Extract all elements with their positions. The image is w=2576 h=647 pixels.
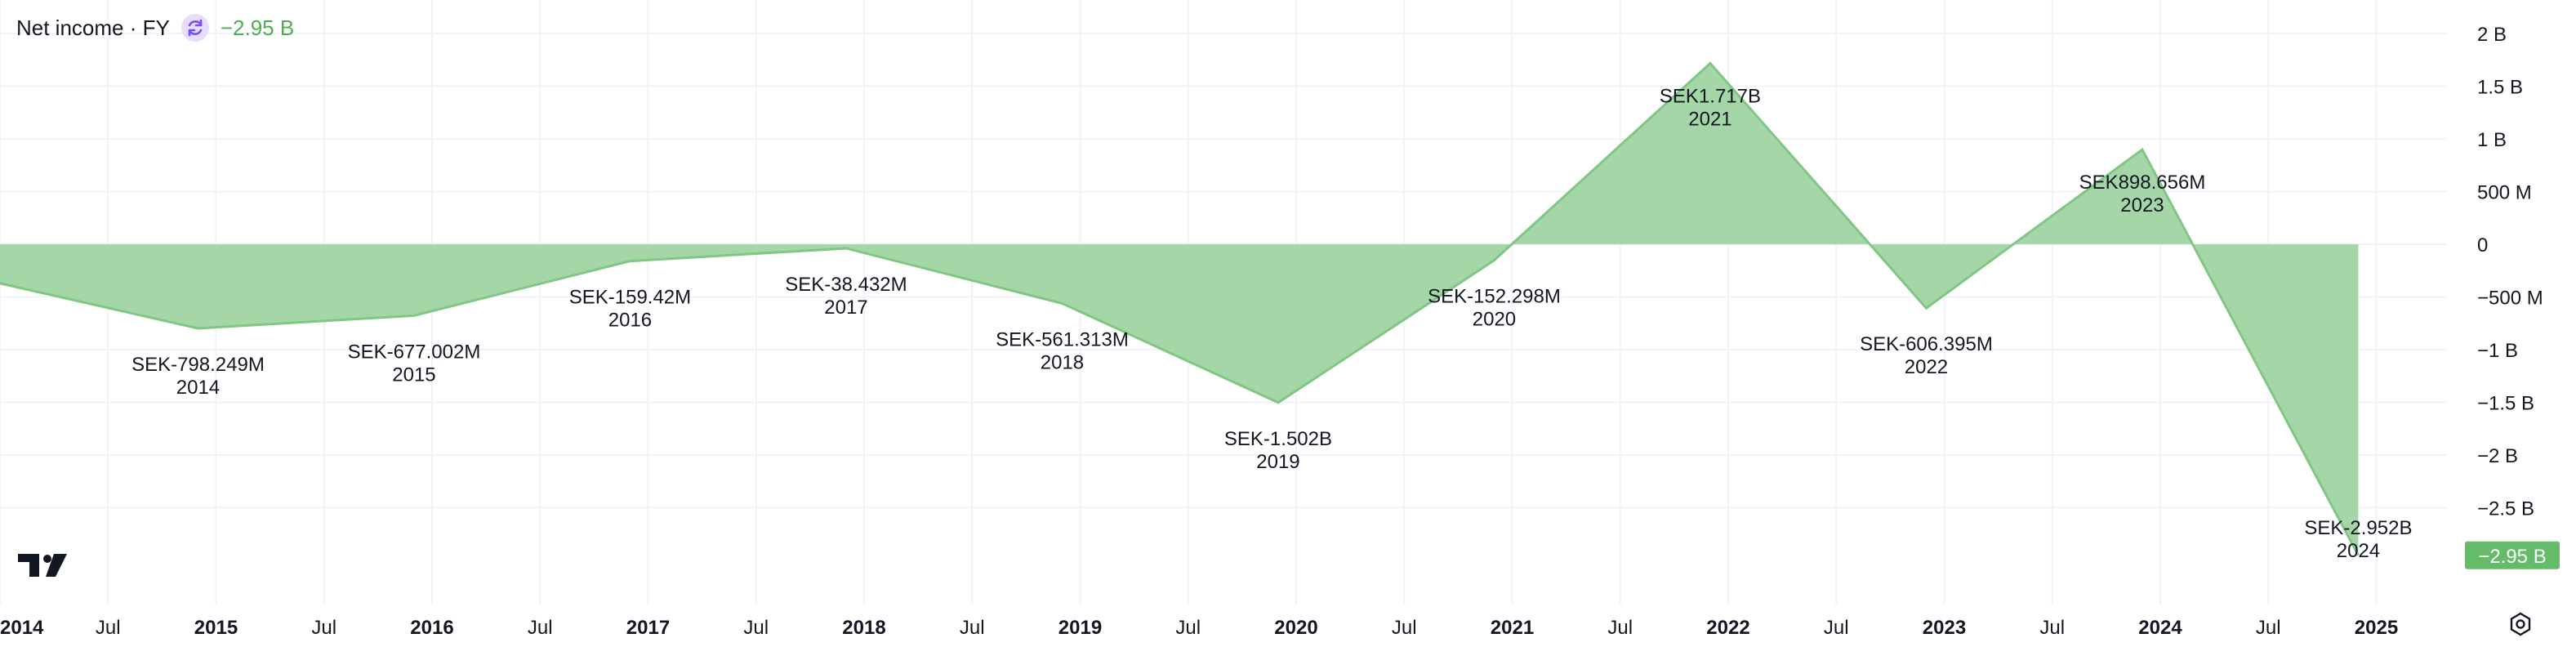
y-tick-label: −2 B bbox=[2477, 445, 2518, 467]
data-label-value: SEK-798.249M bbox=[131, 354, 265, 376]
net-income-line bbox=[0, 61, 2360, 556]
y-tick-label: −1 B bbox=[2477, 340, 2518, 362]
x-tick-month: Jul bbox=[1824, 617, 1849, 639]
net-income-area bbox=[0, 63, 2359, 556]
x-tick-month: Jul bbox=[96, 617, 121, 639]
data-label-value: SEK1.717B bbox=[1660, 86, 1761, 108]
x-tick-month: Jul bbox=[2039, 617, 2065, 639]
x-tick-year: 2022 bbox=[1706, 617, 1749, 639]
x-tick-month: Jul bbox=[1607, 617, 1633, 639]
y-tick-label: 500 M bbox=[2477, 182, 2532, 204]
x-tick-year: 2023 bbox=[1923, 617, 1966, 639]
gear-icon[interactable] bbox=[2507, 611, 2534, 641]
y-tick-label: −500 M bbox=[2477, 288, 2543, 310]
data-label-value: SEK-159.42M bbox=[569, 287, 691, 309]
data-label-value: SEK-606.395M bbox=[1860, 333, 1993, 355]
chart-legend: Net income · FY −2.95 B bbox=[16, 11, 294, 44]
data-label-year: 2023 bbox=[2120, 194, 2164, 216]
y-tick-label: 2 B bbox=[2477, 24, 2507, 46]
data-label-year: 2018 bbox=[1041, 351, 1084, 373]
data-label-value: SEK-152.298M bbox=[1428, 286, 1561, 308]
data-label-value: SEK-38.432M bbox=[785, 274, 907, 296]
data-label-year: 2014 bbox=[176, 377, 220, 399]
x-tick-year: 2014 bbox=[0, 617, 44, 639]
x-tick-month: Jul bbox=[1392, 617, 1417, 639]
x-axis: 2014 Jul 2015 Jul 2016 Jul 2017 Jul 2018 Jul 2019 J… bbox=[0, 617, 2398, 639]
legend-value: −2.95 B bbox=[220, 15, 295, 40]
y-tick-label: 1 B bbox=[2477, 129, 2507, 151]
x-tick-month: Jul bbox=[960, 617, 985, 639]
x-tick-month: Jul bbox=[2256, 617, 2281, 639]
data-label-value: SEK-2.952B bbox=[2304, 517, 2412, 539]
x-tick-year: 2017 bbox=[626, 617, 670, 639]
y-tick-label: −2.5 B bbox=[2477, 498, 2534, 520]
data-label-year: 2022 bbox=[1905, 356, 1948, 378]
data-label-year: 2016 bbox=[608, 310, 652, 332]
y-tick-label: −1.5 B bbox=[2477, 393, 2534, 415]
last-value-tag-text: −2.95 B bbox=[2478, 546, 2546, 568]
area-layer bbox=[0, 61, 2360, 556]
x-tick-month: Jul bbox=[1175, 617, 1201, 639]
tradingview-logo[interactable] bbox=[18, 552, 70, 582]
x-tick-month: Jul bbox=[528, 617, 553, 639]
last-value-tag: −2.95 B bbox=[2465, 541, 2560, 569]
y-tick-label: 1.5 B bbox=[2477, 77, 2523, 99]
last-value-tag-bg bbox=[2465, 541, 2560, 569]
data-label-year: 2019 bbox=[1256, 451, 1299, 473]
data-label-value: SEK-561.313M bbox=[996, 328, 1129, 350]
x-tick-month: Jul bbox=[743, 617, 769, 639]
legend-title: Net income · FY bbox=[16, 15, 170, 40]
data-label-year: 2024 bbox=[2337, 540, 2380, 562]
sync-icon[interactable] bbox=[180, 14, 209, 42]
x-tick-year: 2016 bbox=[410, 617, 453, 639]
data-label-year: 2020 bbox=[1473, 309, 1516, 331]
y-tick-label: 0 bbox=[2477, 234, 2488, 257]
data-label-value: SEK-1.502B bbox=[1224, 428, 1332, 450]
x-tick-year: 2024 bbox=[2138, 617, 2182, 639]
data-label-year: 2015 bbox=[392, 364, 435, 386]
data-label-year: 2017 bbox=[824, 297, 867, 319]
data-label-value: SEK898.656M bbox=[2079, 172, 2206, 194]
y-axis: 2 B 1.5 B 1 B 500 M 0 −500 M −1 B −1.5 B −2 B −2.… bbox=[2477, 24, 2543, 520]
x-tick-year: 2020 bbox=[1274, 617, 1317, 639]
x-tick-year: 2021 bbox=[1491, 617, 1534, 639]
x-tick-year: 2025 bbox=[2355, 617, 2398, 639]
data-label-value: SEK-677.002M bbox=[348, 341, 481, 363]
x-tick-year: 2015 bbox=[194, 617, 238, 639]
x-tick-year: 2019 bbox=[1058, 617, 1102, 639]
data-label-year: 2021 bbox=[1688, 109, 1731, 131]
x-tick-month: Jul bbox=[311, 617, 336, 639]
x-tick-year: 2018 bbox=[842, 617, 885, 639]
